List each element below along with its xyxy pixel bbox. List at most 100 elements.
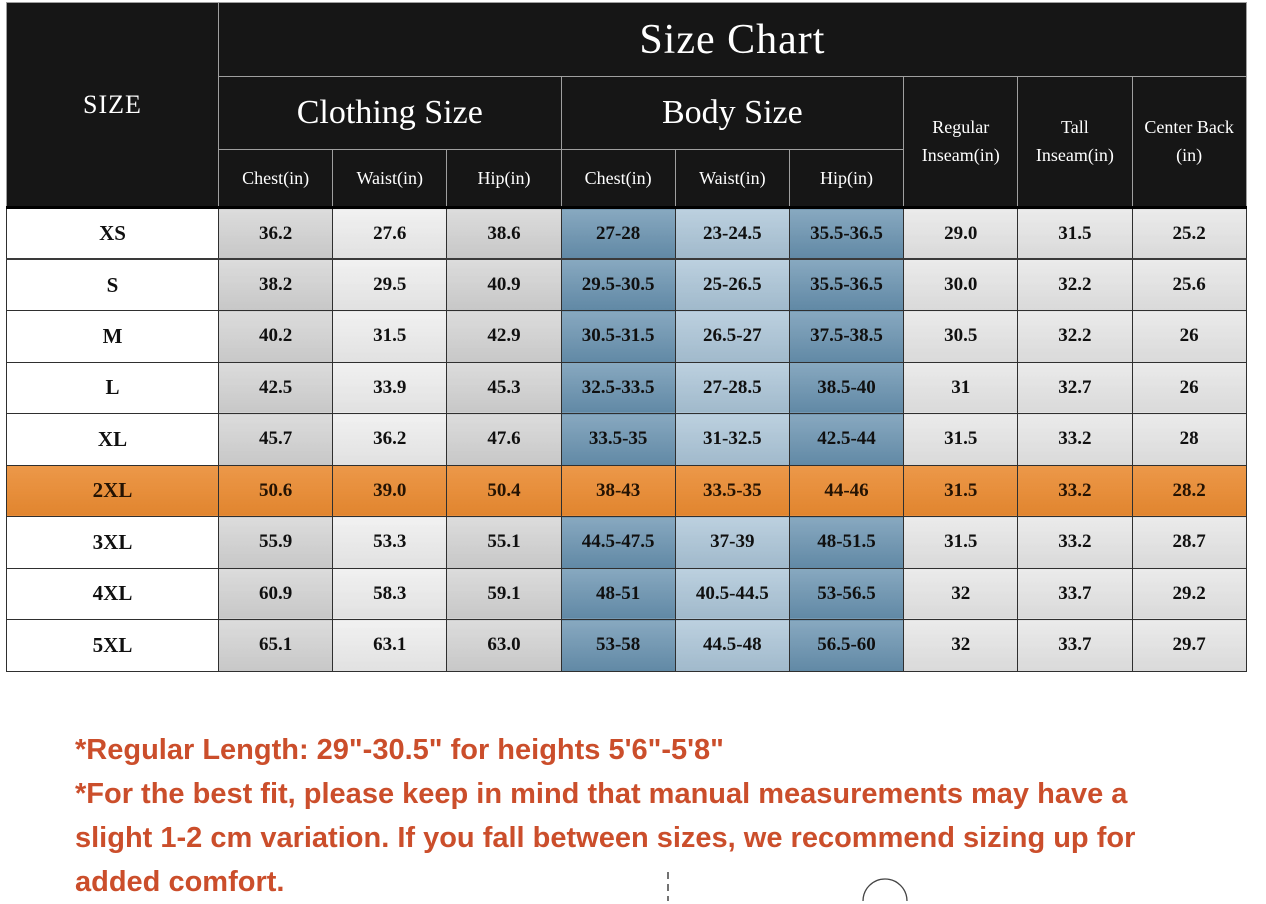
measurement-cell: 26.5-27: [674, 310, 790, 363]
measurement-cell: 29.2: [1131, 567, 1247, 620]
measurement-cell: 33.2: [1017, 464, 1133, 517]
size-row-5xl: 5XL 65.1 63.1 63.0 53-58 44.5-48 56.5-60 32 33.7…: [6, 619, 1247, 672]
measurement-cell: 30.0: [903, 258, 1019, 311]
measurement-cell: 26: [1131, 361, 1247, 414]
size-label: L: [6, 361, 219, 414]
measurement-cell: 29.5: [332, 258, 448, 311]
measurement-cell: 31.5: [1017, 206, 1133, 260]
measurement-cell: 53-56.5: [788, 567, 905, 620]
title-row: SIZE Size Chart: [6, 2, 1247, 208]
clothing-hip-header: Hip(in): [446, 149, 562, 208]
size-row-4xl: 4XL 60.9 58.3 59.1 48-51 40.5-44.5 53-56.5 32 33…: [6, 567, 1247, 620]
measurement-cell: 28.7: [1131, 516, 1247, 569]
size-row-3xl: 3XL 55.9 53.3 55.1 44.5-47.5 37-39 48-51.5 31.5…: [6, 516, 1247, 569]
measurement-cell: 53.3: [332, 516, 448, 569]
measurement-cell: 45.7: [217, 413, 334, 466]
measurement-cell: 33.2: [1017, 413, 1133, 466]
measurement-cell: 40.2: [217, 310, 334, 363]
clothing-chest-header: Chest(in): [217, 149, 334, 208]
measurement-cell: 32: [903, 567, 1019, 620]
measurement-cell: 27.6: [332, 206, 448, 260]
measurement-cell: 44-46: [788, 464, 905, 517]
measurement-cell: 38.6: [446, 206, 562, 260]
size-label: XL: [6, 413, 219, 466]
measurement-cell: 47.6: [446, 413, 562, 466]
measurement-cell: 58.3: [332, 567, 448, 620]
measurement-cell: 28: [1131, 413, 1247, 466]
body-waist-header: Waist(in): [674, 149, 790, 208]
measurement-cell: 29.7: [1131, 619, 1247, 672]
measurement-cell: 44.5-47.5: [560, 516, 676, 569]
measurement-cell: 27-28.5: [674, 361, 790, 414]
measurement-cell: 32: [903, 619, 1019, 672]
measurement-cell: 29.0: [903, 206, 1019, 260]
measurement-cell: 32.2: [1017, 258, 1133, 311]
measurement-cell: 33.5-35: [560, 413, 676, 466]
regular-inseam-header: Regular Inseam(in): [903, 76, 1019, 208]
measurement-cell: 29.5-30.5: [560, 258, 676, 311]
measurement-cell: 28.2: [1131, 464, 1247, 517]
measurement-cell: 32.5-33.5: [560, 361, 676, 414]
body-hip-header: Hip(in): [788, 149, 905, 208]
measurement-cell: 37.5-38.5: [788, 310, 905, 363]
measurement-cell: 55.1: [446, 516, 562, 569]
measurement-cell: 31.5: [903, 413, 1019, 466]
measurement-cell: 33.2: [1017, 516, 1133, 569]
measurement-cell: 30.5-31.5: [560, 310, 676, 363]
note-regular-length: *Regular Length: 29"-30.5" for heights 5…: [75, 734, 724, 766]
clothing-waist-header: Waist(in): [332, 149, 448, 208]
size-label: S: [6, 258, 219, 311]
garment-sketch: [667, 872, 908, 901]
measurement-cell: 63.0: [446, 619, 562, 672]
measurement-cell: 48-51: [560, 567, 676, 620]
measurement-cell: 37-39: [674, 516, 790, 569]
size-row-m: M 40.2 31.5 42.9 30.5-31.5 26.5-27 37.5-38.5 30…: [6, 310, 1247, 363]
clothing-size-group-header: Clothing Size: [218, 76, 562, 150]
measurement-cell: 40.5-44.5: [674, 567, 790, 620]
measurement-cell: 48-51.5: [788, 516, 905, 569]
measurement-cell: 38-43: [560, 464, 676, 517]
measurement-cell: 25.2: [1131, 206, 1247, 260]
measurement-cell: 30.5: [903, 310, 1019, 363]
measurement-cell: 38.5-40: [788, 361, 905, 414]
measurement-cell: 36.2: [217, 206, 334, 260]
measurement-cell: 56.5-60: [788, 619, 905, 672]
measurement-cell: 44.5-48: [674, 619, 790, 672]
measurement-cell: 50.6: [217, 464, 334, 517]
measurement-cell: 31.5: [903, 516, 1019, 569]
size-label: 5XL: [6, 619, 219, 672]
size-chart-table: SIZE Size Chart Clothing Size Body Size …: [6, 2, 1247, 672]
measurement-cell: 31.5: [332, 310, 448, 363]
group-header-row: Clothing Size Body Size Regular Inseam(i…: [7, 76, 1247, 208]
measurement-cell: 33.7: [1017, 619, 1133, 672]
size-label: 3XL: [6, 516, 219, 569]
measurement-cell: 45.3: [446, 361, 562, 414]
measurement-cell: 33.5-35: [674, 464, 790, 517]
measurement-cell: 38.2: [217, 258, 334, 311]
measurement-cell: 55.9: [217, 516, 334, 569]
size-row-xl: XL 45.7 36.2 47.6 33.5-35 31-32.5 42.5-44 31.5 3…: [6, 413, 1247, 466]
size-row-s: S 38.2 29.5 40.9 29.5-30.5 25-26.5 35.5-36.5 30…: [6, 258, 1247, 311]
measurement-cell: 50.4: [446, 464, 562, 517]
size-label: M: [6, 310, 219, 363]
measurement-cell: 32.2: [1017, 310, 1133, 363]
measurement-cell: 36.2: [332, 413, 448, 466]
chart-title: Size Chart: [218, 2, 1247, 77]
measurement-cell: 31-32.5: [674, 413, 790, 466]
size-row-xs: XS 36.2 27.6 38.6 27-28 23-24.5 35.5-36.5 29.0 3…: [6, 206, 1247, 260]
body-size-group-header: Body Size: [560, 76, 905, 150]
size-label: 4XL: [6, 567, 219, 620]
measurement-cell: 31: [903, 361, 1019, 414]
size-column-header: SIZE: [6, 2, 219, 208]
measurement-cell: 25-26.5: [674, 258, 790, 311]
measurement-cell: 42.9: [446, 310, 562, 363]
measurement-cell: 60.9: [217, 567, 334, 620]
measurement-cell: 33.7: [1017, 567, 1133, 620]
center-back-header: Center Back (in): [1131, 76, 1247, 208]
measurement-cell: 65.1: [217, 619, 334, 672]
size-label: 2XL: [6, 464, 219, 517]
tall-inseam-header: Tall Inseam(in): [1017, 76, 1133, 208]
size-notes: *Regular Length: 29"-30.5" for heights 5…: [75, 728, 1185, 904]
measurement-cell: 32.7: [1017, 361, 1133, 414]
measurement-cell: 53-58: [560, 619, 676, 672]
